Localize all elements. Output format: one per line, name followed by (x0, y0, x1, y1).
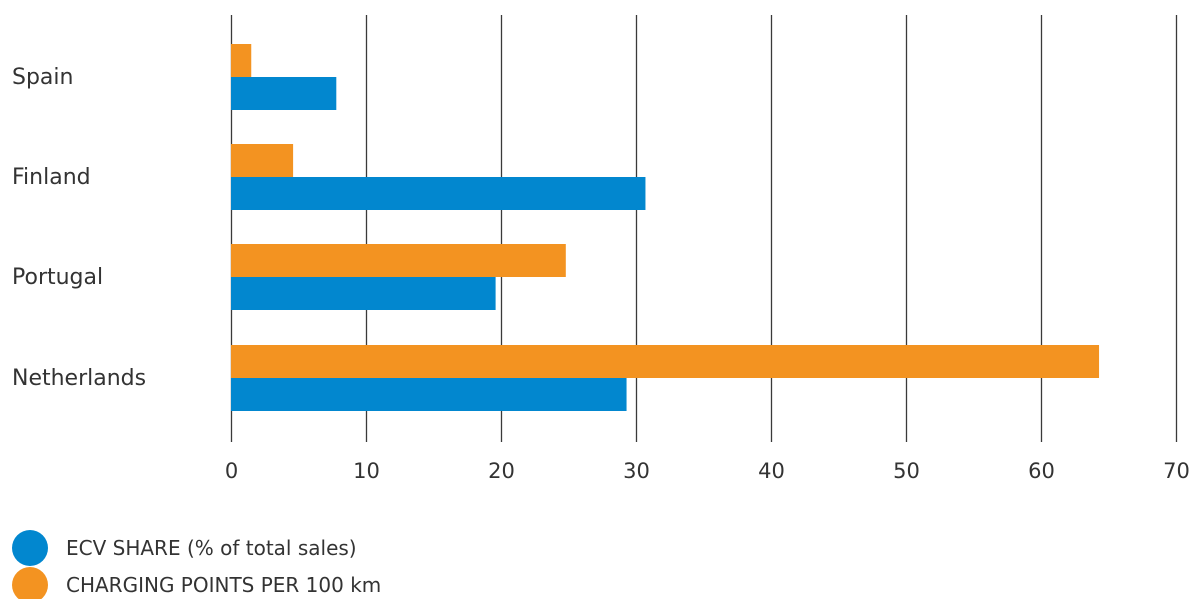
category-label: Portugal (12, 265, 103, 290)
bar-finland-charging-points (231, 144, 294, 177)
legend-swatch (12, 530, 48, 566)
bar-spain-ecv-share (231, 77, 337, 110)
x-tick-label: 30 (623, 459, 650, 483)
category-labels: Spain Finland Portugal Netherlands (12, 65, 146, 391)
bars (231, 44, 1100, 411)
bar-portugal-ecv-share (231, 277, 496, 310)
x-tick-label: 20 (488, 459, 515, 483)
bar-portugal-charging-points (231, 244, 566, 277)
x-tick-label: 0 (225, 459, 238, 483)
x-tick-labels: 0 10 20 30 40 50 60 70 (225, 459, 1190, 483)
x-tick-label: 60 (1028, 459, 1055, 483)
legend: ECV SHARE (% of total sales) CHARGING POI… (12, 530, 381, 599)
category-label: Finland (12, 165, 91, 190)
bar-spain-charging-points (231, 44, 252, 77)
legend-label: ECV SHARE (% of total sales) (66, 536, 357, 560)
legend-label: CHARGING POINTS PER 100 km (66, 573, 381, 597)
bar-netherlands-charging-points (231, 345, 1100, 378)
x-tick-label: 10 (353, 459, 380, 483)
x-tick-label: 70 (1163, 459, 1190, 483)
bar-netherlands-ecv-share (231, 378, 627, 411)
legend-swatch (12, 567, 48, 599)
x-tick-label: 50 (893, 459, 920, 483)
category-label: Netherlands (12, 366, 146, 391)
category-label: Spain (12, 65, 73, 90)
x-tick-label: 40 (758, 459, 785, 483)
bar-finland-ecv-share (231, 177, 646, 210)
gridlines (230, 15, 1178, 442)
